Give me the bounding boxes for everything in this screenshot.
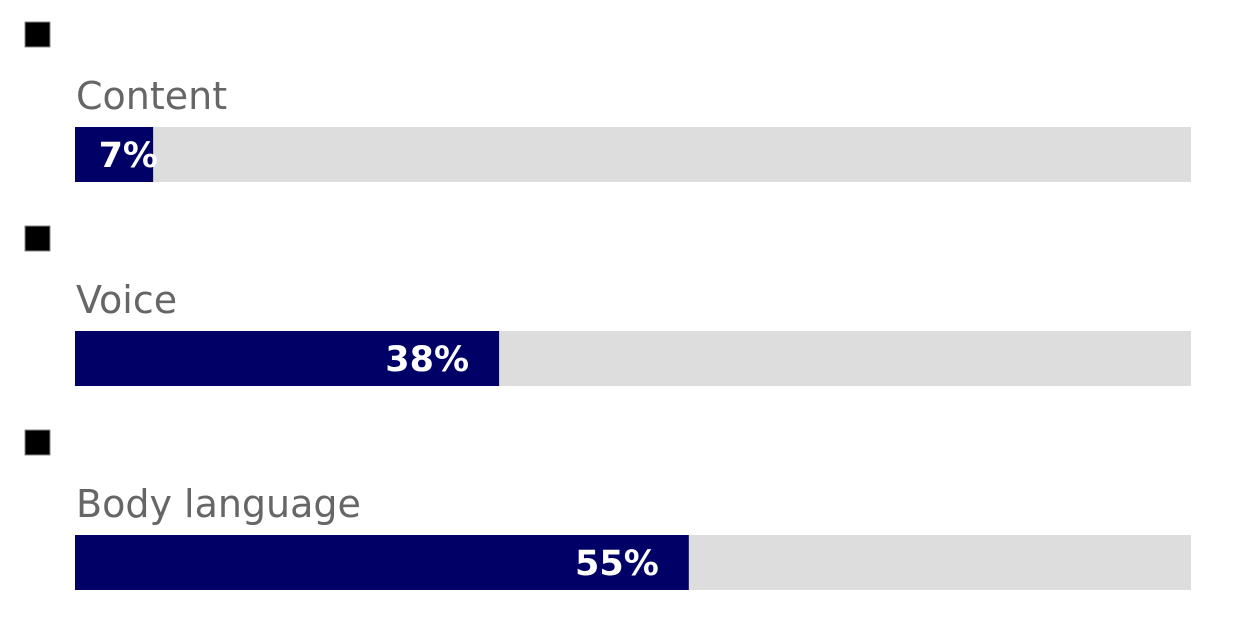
progress-item: Content 7% (24, 21, 1191, 182)
value-label: 7% (99, 136, 158, 176)
progress-fill (75, 127, 154, 182)
progress-item: Body language 55% (24, 429, 1191, 590)
item-label: Body language (76, 482, 361, 526)
value-label: 38% (385, 340, 469, 380)
bullet (24, 225, 51, 252)
progress-fill (75, 331, 500, 386)
bullet (24, 429, 51, 456)
progress-item: Voice 38% (24, 225, 1191, 386)
item-label: Voice (76, 278, 177, 322)
value-label: 55% (575, 544, 659, 584)
item-label: Content (76, 74, 227, 118)
bullet (24, 21, 51, 48)
progress-track (75, 127, 1191, 182)
progress-fill (75, 535, 689, 590)
